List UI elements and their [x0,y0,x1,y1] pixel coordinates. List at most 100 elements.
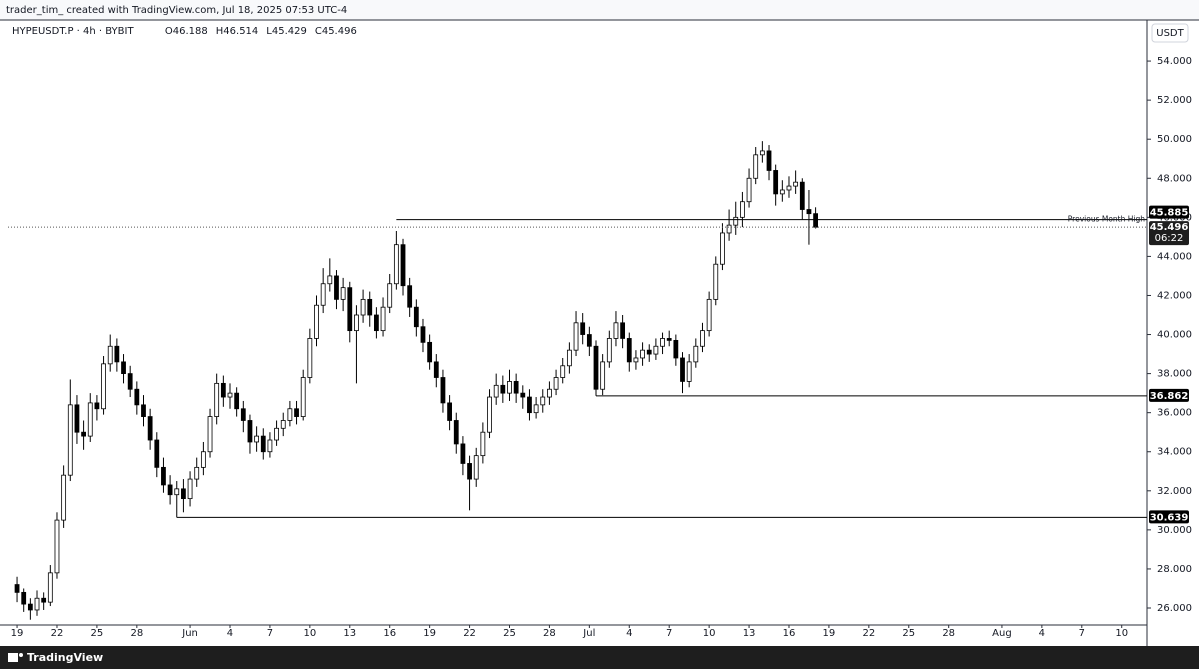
candle-body [420,326,426,343]
candle-body [334,275,339,300]
x-tick-label: 10 [303,628,316,639]
candle-body [726,224,732,234]
x-tick-label: Jun [181,628,198,639]
candle-body [354,314,359,332]
candle-body [480,431,486,457]
candle-body [187,478,193,500]
currency-box [1151,23,1189,43]
x-tick-label: 19 [823,628,836,639]
y-tick-label: 54.000 [1157,56,1192,67]
candle-body [41,597,47,603]
candle-body [799,181,805,210]
candle-body [680,357,685,382]
y-tick-label: 50.000 [1157,134,1192,145]
x-tick-label: Jul [582,628,595,639]
candle-body [134,388,140,406]
candle-body [400,244,406,287]
candle-body [307,338,313,378]
candle-body [287,408,293,421]
level-price: 36.862 [1150,391,1189,402]
candle-body [360,298,366,316]
candle-body [666,338,672,341]
candle-body [620,322,626,339]
candle-body [220,382,226,398]
level-price-box [1149,205,1189,219]
candle-body [653,345,659,355]
candle-body [194,466,200,480]
footer-logo [8,653,18,662]
candle-body [593,345,599,390]
candle-body [387,283,393,308]
candle-body [121,361,126,375]
last-price-box [1149,221,1189,246]
x-tick-label: 7 [267,628,273,639]
y-tick-label: 44.000 [1157,251,1192,262]
candle-body [74,404,80,433]
x-tick-label: 22 [463,628,476,639]
candle-body [347,287,353,332]
candle-body [54,519,60,574]
x-tick-label: 4 [227,628,233,639]
candle-body [407,285,413,308]
candle-body [660,338,665,347]
countdown: 06:22 [1155,233,1184,244]
candle-body [101,363,106,410]
candle-body [520,392,526,398]
candle-body [440,377,446,404]
candle-body [626,338,632,363]
candle-body [467,463,472,480]
x-tick-label: 7 [666,628,672,639]
x-tick-label: 13 [743,628,756,639]
last-price: 45.496 [1150,222,1189,233]
y-tick-label: 40.000 [1157,330,1192,341]
currency: USDT [1156,28,1184,39]
candle-body [586,334,592,347]
candle-body [154,439,160,468]
candle-body [646,349,652,355]
candle-body [380,306,386,332]
ohlc-value: C45.496 [315,26,357,37]
candle-body [633,357,639,363]
candle-body [141,404,146,417]
candle-body [34,597,40,611]
candle-body [294,408,299,417]
y-tick-label: 30.000 [1157,525,1192,536]
candle-body [314,304,319,339]
y-tick-label: 34.000 [1157,447,1192,458]
candle-body [47,572,53,603]
candle-body [340,287,346,300]
candle-body [427,341,433,363]
candle-body [806,209,812,215]
x-tick-label: 25 [503,628,516,639]
x-tick-label: Aug [992,628,1012,639]
candle-body [94,402,100,410]
y-tick-label: 36.000 [1157,408,1192,419]
level-name: Previous Month High [1068,215,1145,224]
x-tick-label: 4 [1039,628,1045,639]
x-tick-label: 19 [11,628,24,639]
candle-body [214,382,220,417]
candle-body [81,431,86,437]
candle-body [447,402,452,421]
candle-body [700,330,705,347]
candle-body [460,443,466,464]
candle-body [21,591,27,605]
candle-body [127,373,133,390]
candle-body [320,283,326,306]
header: trader_tim_ created with TradingView.com… [6,5,347,16]
x-tick-label: 28 [543,628,556,639]
candle-body [540,396,546,406]
y-tick-label: 42.000 [1157,290,1192,301]
footer-brand: TradingView [27,651,103,664]
candle-body [227,392,233,398]
candle-body [693,345,699,363]
candle-body [14,584,20,593]
candle-body [254,435,260,443]
candle-body [174,488,180,496]
candle-body [487,396,492,433]
x-tick-label: 4 [626,628,632,639]
candle-body [573,322,579,351]
